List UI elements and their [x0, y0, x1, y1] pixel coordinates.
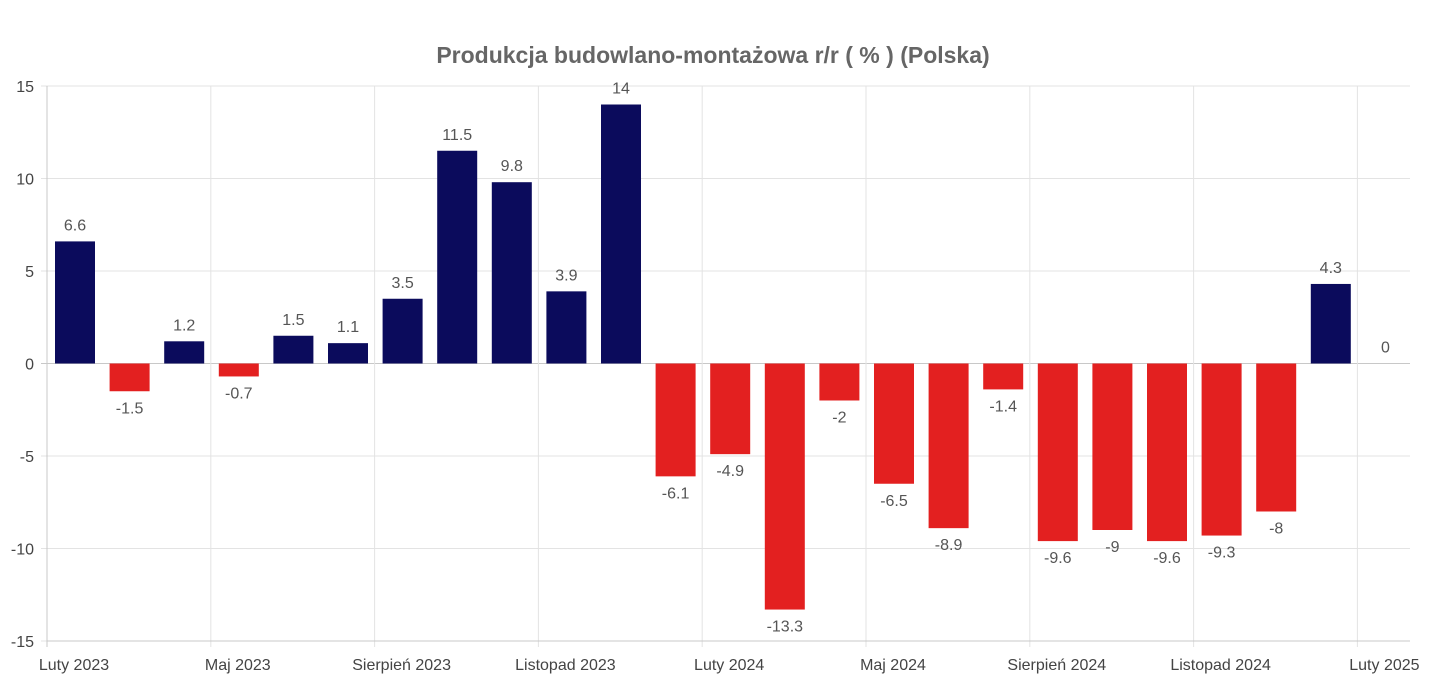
- data-label-2023-12: 14: [612, 81, 630, 98]
- bar-2024-10: [1147, 363, 1187, 542]
- data-label-2023-02: 6.6: [64, 217, 86, 234]
- chart-title: Produkcja budowlano-montażowa r/r ( % ) …: [436, 42, 990, 68]
- data-label-2024-04: -2: [832, 410, 846, 427]
- x-tick-label: Luty 2024: [694, 657, 764, 674]
- data-label-2023-08: 3.5: [391, 275, 413, 292]
- bar-2024-05: [874, 363, 914, 484]
- data-labels: 6.6 -1.5 1.2 -0.7 1.5 1.1 3.5 11.5 9.8 3.9 14 -6.1 -…: [64, 81, 1390, 636]
- data-label-2024-10: -9.6: [1153, 550, 1181, 567]
- x-tick-label: Listopad 2024: [1170, 657, 1271, 674]
- data-label-2023-03: -1.5: [116, 400, 144, 417]
- data-label-2024-09: -9: [1105, 539, 1119, 556]
- x-tick-label: Listopad 2023: [515, 657, 616, 674]
- bar-2024-07: [983, 363, 1024, 390]
- bar-2024-08: [1037, 363, 1078, 542]
- y-tick-label: -10: [11, 542, 34, 559]
- bar-2023-03: [109, 363, 150, 392]
- data-label-2025-02: 0: [1381, 340, 1390, 357]
- bar-2024-12: [1256, 363, 1297, 512]
- bar-2024-02: [710, 363, 751, 455]
- y-tick-label: 15: [16, 79, 34, 96]
- x-tick-label: Maj 2024: [860, 657, 926, 674]
- bar-2023-12: [601, 104, 641, 364]
- bar-2025-01: [1310, 283, 1351, 364]
- x-tick-label: Sierpień 2024: [1007, 657, 1106, 674]
- bar-2023-08: [382, 298, 423, 364]
- bar-2023-06: [273, 335, 314, 364]
- grid-lines: [41, 85, 1410, 647]
- data-label-2023-04: 1.2: [173, 317, 195, 334]
- data-label-2024-11: -9.3: [1208, 545, 1236, 562]
- y-tick-label: 0: [25, 357, 34, 374]
- y-tick-label: -5: [20, 449, 34, 466]
- data-label-2023-06: 1.5: [282, 312, 304, 329]
- data-label-2024-07: -1.4: [989, 398, 1017, 415]
- bars: [55, 104, 1351, 610]
- x-tick-label: Luty 2025: [1349, 657, 1419, 674]
- x-axis-ticks: Luty 2023 Maj 2023 Sierpień 2023 Listopad 2…: [39, 657, 1420, 674]
- data-label-2023-11: 3.9: [555, 267, 577, 284]
- y-tick-label: 5: [25, 264, 34, 281]
- x-tick-label: Luty 2023: [39, 657, 109, 674]
- bar-2024-06: [928, 363, 969, 529]
- data-label-2024-08: -9.6: [1044, 550, 1072, 567]
- bar-2024-11: [1201, 363, 1242, 536]
- y-tick-label: -15: [11, 634, 34, 651]
- data-label-2024-01: -6.1: [662, 485, 690, 502]
- data-label-2023-05: -0.7: [225, 385, 253, 402]
- bar-2023-09: [437, 150, 478, 364]
- data-label-2024-05: -6.5: [880, 493, 908, 510]
- data-label-2023-07: 1.1: [337, 319, 359, 336]
- data-label-2025-01: 4.3: [1320, 260, 1342, 277]
- bar-2023-07: [328, 343, 368, 364]
- bar-2024-04: [819, 363, 860, 401]
- data-label-2024-06: -8.9: [935, 537, 963, 554]
- data-label-2024-12: -8: [1269, 521, 1283, 538]
- y-tick-label: 10: [16, 172, 34, 189]
- bar-2023-02: [55, 241, 95, 364]
- x-tick-label: Maj 2023: [205, 657, 271, 674]
- bar-2024-09: [1092, 363, 1133, 530]
- bar-2024-03: [764, 363, 805, 610]
- bar-2024-01: [655, 363, 696, 477]
- data-label-2024-03: -13.3: [767, 619, 804, 636]
- bar-2023-04: [164, 341, 205, 364]
- data-label-2023-09: 11.5: [442, 127, 472, 144]
- data-label-2024-02: -4.9: [716, 463, 744, 480]
- bar-2023-05: [218, 363, 259, 377]
- y-axis-ticks: 15 10 5 0 -5 -10 -15: [11, 79, 34, 651]
- bar-2023-11: [546, 291, 587, 364]
- data-label-2023-10: 9.8: [501, 158, 523, 175]
- bar-2023-10: [491, 182, 532, 364]
- x-tick-label: Sierpień 2023: [352, 657, 451, 674]
